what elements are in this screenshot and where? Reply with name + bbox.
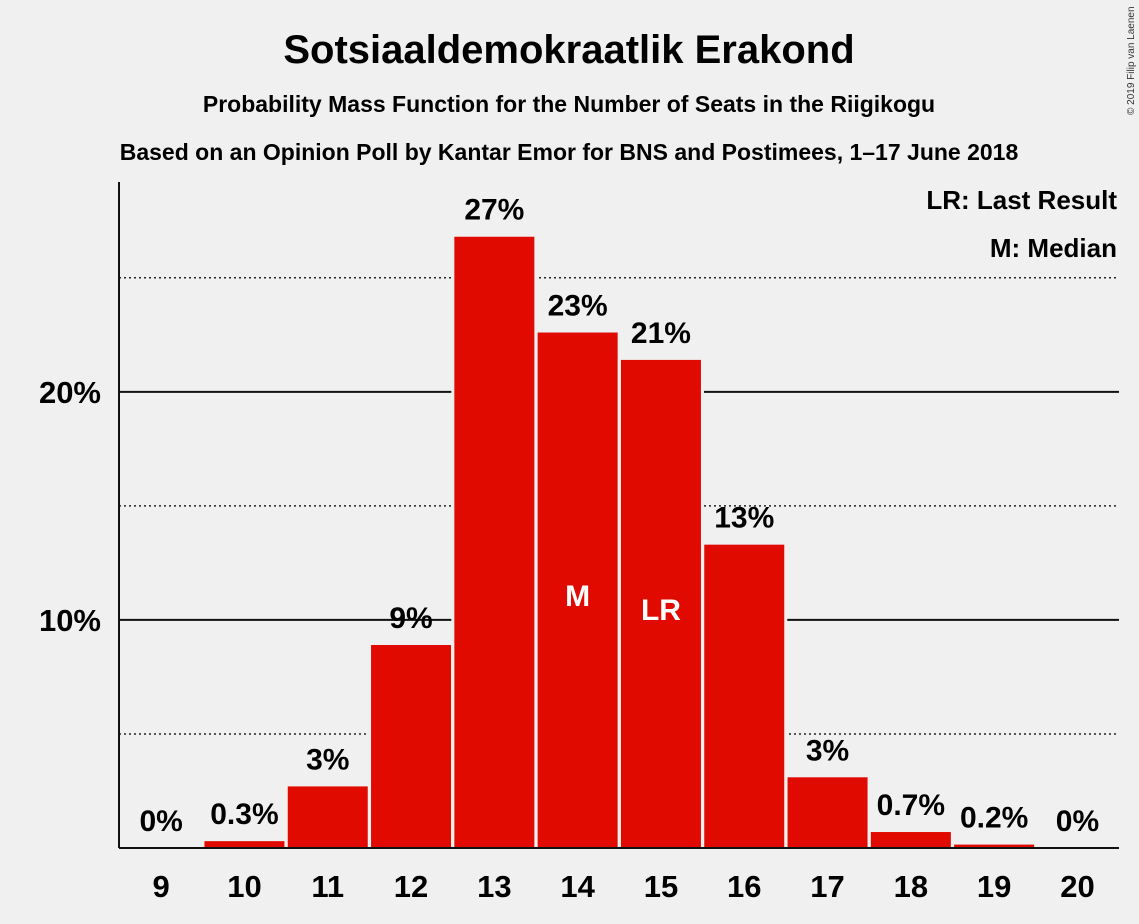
tick-labels: 9 10 11 12 13 14 15 16 17 18 19 20 10% 20% (39, 375, 1095, 904)
x-tick-label: 16 (727, 869, 761, 904)
data-label-seats-18: 0.7% (877, 789, 945, 822)
chart-subtitle-2: Based on an Opinion Poll by Kantar Emor … (120, 139, 1019, 165)
bar-seats-10 (204, 841, 285, 848)
data-label-seats-10: 0.3% (210, 798, 278, 831)
data-label-seats-9: 0% (139, 805, 182, 838)
x-tick-label: 18 (894, 869, 928, 904)
bar-marker-m: M (565, 580, 590, 613)
bar-seats-19 (954, 844, 1035, 848)
bar-seats-11 (287, 786, 368, 848)
bar-seats-18 (870, 832, 951, 848)
data-label-seats-11: 3% (306, 743, 349, 776)
bars (201, 236, 1038, 848)
bar-seats-16 (704, 544, 785, 848)
bar-marker-lr: LR (641, 594, 681, 627)
y-tick-label: 20% (39, 375, 101, 410)
x-tick-label: 14 (560, 869, 595, 904)
data-label-seats-12: 9% (389, 602, 432, 635)
bar-seats-17 (787, 777, 868, 848)
data-label-seats-19: 0.2% (960, 802, 1028, 835)
chart-subtitle-1: Probability Mass Function for the Number… (203, 91, 935, 117)
legend-median: M: Median (990, 233, 1117, 263)
bar-seats-13 (454, 236, 535, 848)
x-tick-label: 9 (153, 869, 170, 904)
x-tick-label: 12 (394, 869, 428, 904)
axes (118, 182, 1119, 849)
bar-seats-15 (620, 359, 701, 848)
data-label-seats-17: 3% (806, 734, 849, 767)
x-tick-label: 20 (1060, 869, 1094, 904)
x-tick-label: 15 (644, 869, 678, 904)
x-tick-label: 17 (810, 869, 844, 904)
x-tick-label: 10 (227, 869, 261, 904)
x-tick-label: 11 (311, 869, 344, 904)
data-labels: 0% 0.3% 3% 9% 27% 23% M 21% LR 13% 3% 0.7% 0.2% 0% (139, 194, 1099, 838)
data-label-seats-16: 13% (714, 502, 774, 535)
x-tick-label: 19 (977, 869, 1011, 904)
data-label-seats-14: 23% (548, 290, 608, 323)
chart-title: Sotsiaaldemokraatlik Erakond (283, 28, 854, 72)
bar-seats-14 (537, 332, 618, 848)
data-label-seats-13: 27% (464, 194, 524, 227)
data-label-seats-15: 21% (631, 317, 691, 350)
x-tick-label: 13 (477, 869, 511, 904)
data-label-seats-20: 0% (1056, 805, 1099, 838)
bar-seats-12 (371, 645, 452, 848)
copyright-notice: © 2019 Filip van Laenen (1126, 6, 1137, 115)
legend-last-result: LR: Last Result (926, 185, 1117, 215)
y-tick-label: 10% (39, 603, 101, 638)
